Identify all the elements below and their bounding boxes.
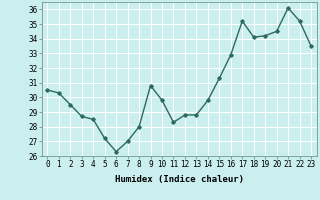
X-axis label: Humidex (Indice chaleur): Humidex (Indice chaleur) <box>115 175 244 184</box>
